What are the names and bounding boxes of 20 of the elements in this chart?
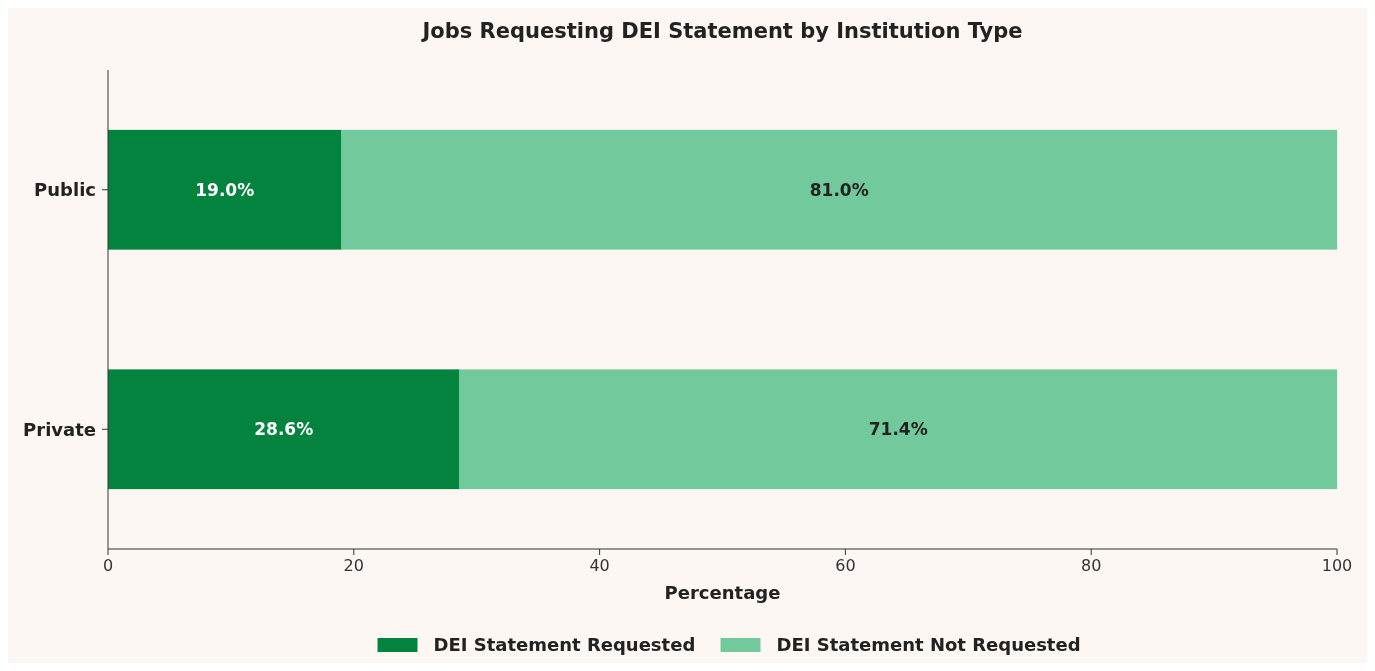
x-tick-label: 60: [835, 556, 856, 575]
bar: [108, 369, 460, 490]
data-label: 71.4%: [868, 419, 928, 440]
x-tick-label: 20: [343, 556, 364, 575]
chart-title: Jobs Requesting DEI Statement by Institution Type: [420, 19, 1023, 43]
bar: [341, 129, 1337, 250]
bar: [108, 129, 342, 250]
x-axis-title: Percentage: [664, 582, 781, 603]
x-tick-label: 40: [589, 556, 610, 575]
legend-label: DEI Statement Not Requested: [776, 634, 1081, 655]
x-tick-label: 100: [1321, 556, 1353, 575]
bar: [459, 369, 1337, 490]
data-label: 28.6%: [254, 419, 314, 440]
legend-label: DEI Statement Requested: [433, 634, 696, 655]
y-tick-label: Private: [23, 418, 96, 440]
y-tick-label: Public: [34, 179, 96, 201]
x-tick-label: 0: [102, 556, 114, 575]
x-tick-label: 80: [1081, 556, 1102, 575]
data-label: 81.0%: [809, 179, 869, 200]
data-label: 19.0%: [195, 179, 255, 200]
